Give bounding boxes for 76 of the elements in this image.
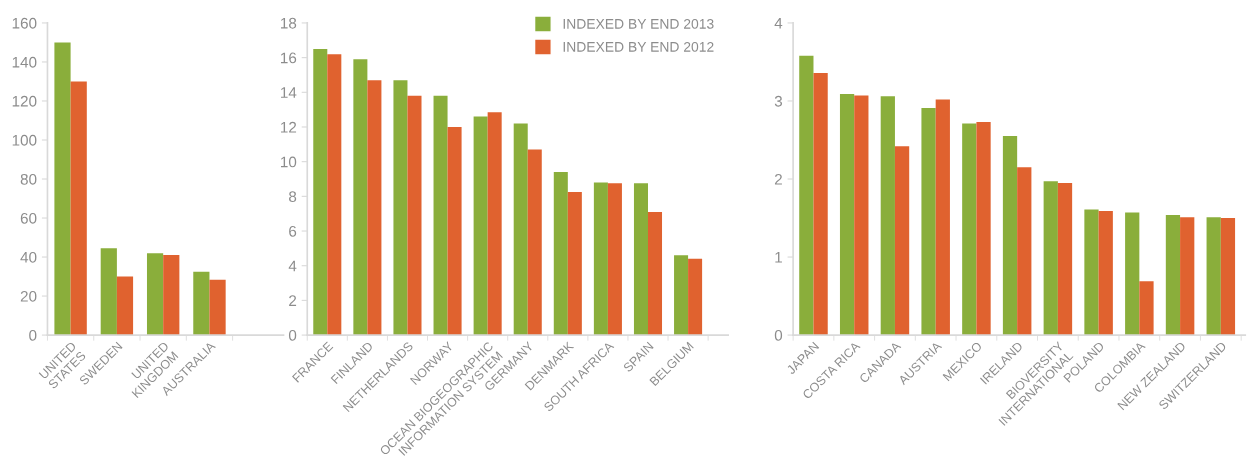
bar xyxy=(407,95,422,336)
y-tick-label: 0 xyxy=(774,329,783,341)
y-tick-label: 20 xyxy=(20,290,37,302)
y-tick-label: 16 xyxy=(281,52,297,64)
bar xyxy=(54,42,71,336)
y-tick-label: 60 xyxy=(20,212,37,224)
bar xyxy=(880,96,895,336)
y-tick-label: 0 xyxy=(29,329,37,341)
bar xyxy=(962,123,977,336)
y-tick-label: 10 xyxy=(281,156,297,168)
bar xyxy=(688,258,703,336)
bar xyxy=(163,255,180,336)
bar xyxy=(813,72,828,336)
bar xyxy=(209,279,226,336)
bar xyxy=(393,80,408,336)
bar xyxy=(799,55,814,336)
bar xyxy=(116,276,134,336)
bar xyxy=(1002,136,1018,336)
bar xyxy=(1043,181,1058,336)
y-tick-label: 120 xyxy=(12,95,37,107)
legend-label: INDEXED BY END 2013 xyxy=(563,18,714,29)
bar xyxy=(1139,281,1154,336)
bar xyxy=(367,80,382,336)
bar xyxy=(567,192,582,336)
bar xyxy=(193,271,210,336)
bar xyxy=(447,126,462,336)
y-tick-label: 8 xyxy=(289,191,297,203)
y-tick-label: 160 xyxy=(12,17,37,29)
y-tick-label: 14 xyxy=(281,87,297,98)
bar xyxy=(647,211,663,336)
y-tick-label: 4 xyxy=(774,17,783,29)
bar xyxy=(1165,214,1181,336)
bar xyxy=(473,116,488,336)
y-tick-label: 12 xyxy=(281,121,297,133)
bar xyxy=(527,149,542,336)
bar xyxy=(1084,209,1099,336)
y-tick-label: 2 xyxy=(774,173,782,185)
bar xyxy=(894,146,910,336)
y-tick-label: 6 xyxy=(289,225,297,237)
y-tick-label: 3 xyxy=(774,95,783,107)
bar xyxy=(633,183,648,336)
y-tick-label: 0 xyxy=(288,329,297,341)
bar xyxy=(1098,211,1113,336)
bar xyxy=(674,255,689,336)
y-tick-label: 80 xyxy=(20,173,37,185)
bar xyxy=(607,183,622,336)
bar xyxy=(935,99,950,336)
bar xyxy=(854,95,869,336)
bar xyxy=(433,95,448,336)
bar xyxy=(839,93,855,336)
bar xyxy=(70,81,87,336)
bar xyxy=(976,122,991,336)
bar xyxy=(1180,217,1195,336)
bar xyxy=(146,253,164,336)
bar xyxy=(327,54,342,336)
bar xyxy=(353,59,368,336)
y-tick-label: 140 xyxy=(12,56,37,68)
legend-label: INDEXED BY END 2012 xyxy=(563,41,714,52)
bar xyxy=(1220,218,1236,336)
bar xyxy=(1206,217,1221,336)
bar xyxy=(513,123,528,336)
bar xyxy=(313,48,328,336)
bar xyxy=(1017,167,1032,336)
y-tick-label: 18 xyxy=(281,17,297,29)
bar xyxy=(1125,212,1140,336)
y-tick-label: 1 xyxy=(775,252,782,263)
bar xyxy=(921,108,936,336)
y-tick-label: 2 xyxy=(289,295,297,306)
y-tick-label: 100 xyxy=(12,134,37,146)
y-tick-label: 40 xyxy=(20,251,37,263)
bar xyxy=(487,112,502,336)
bar xyxy=(593,182,608,336)
bar xyxy=(100,248,117,336)
bar xyxy=(1057,182,1073,336)
bar xyxy=(553,172,568,336)
y-tick-label: 4 xyxy=(288,260,297,272)
